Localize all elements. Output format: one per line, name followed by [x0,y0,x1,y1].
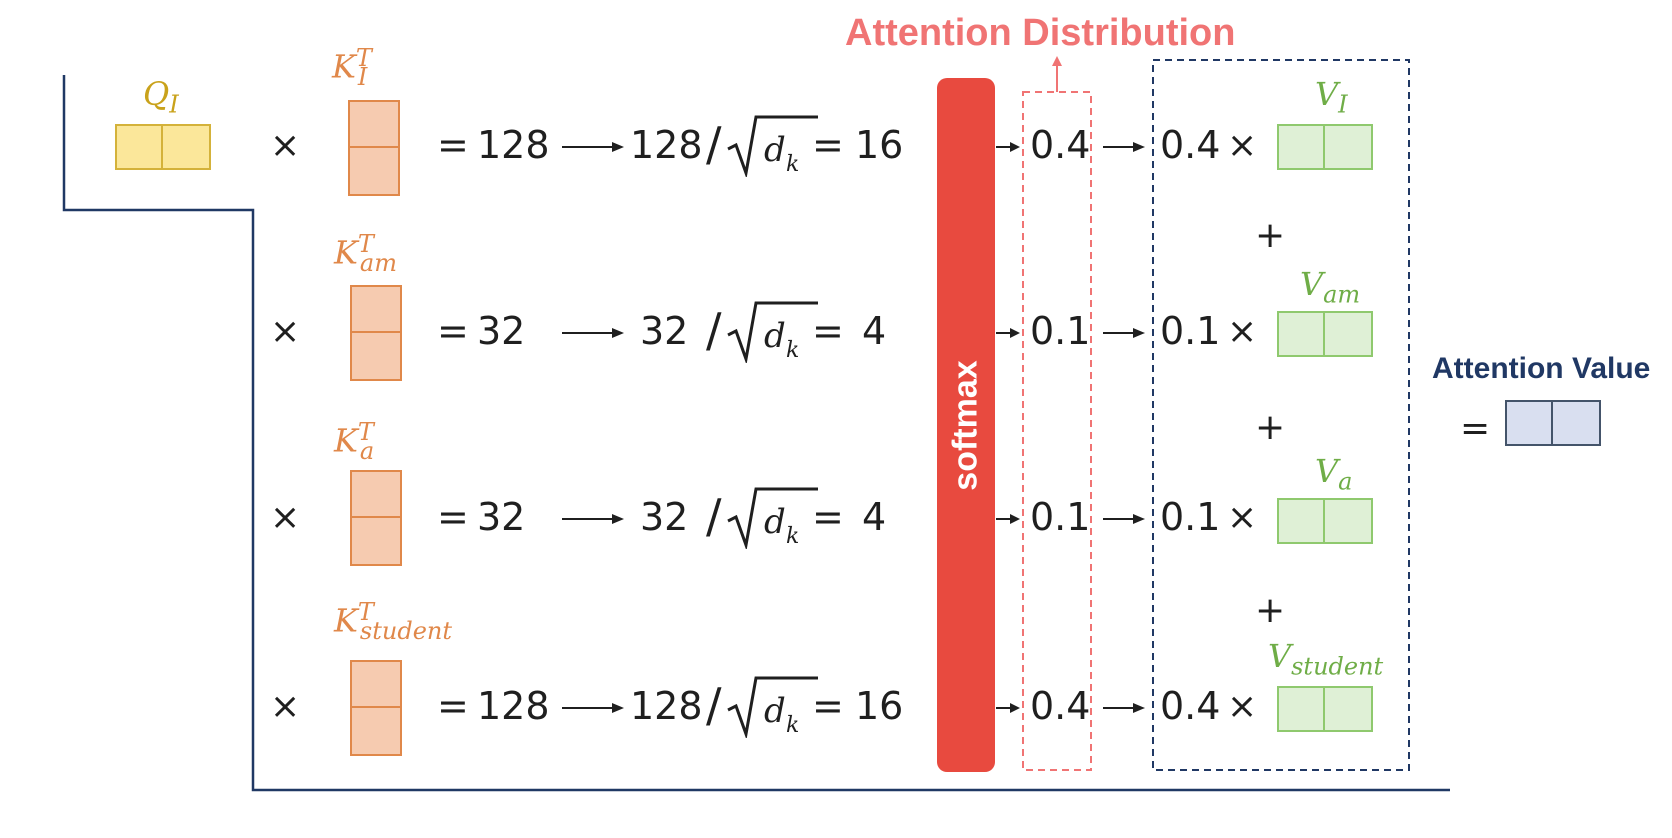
arrow-icon [562,328,624,338]
multiply-sign: × [1227,497,1258,538]
dot-product-score: 32 [477,495,526,539]
multiply-sign: × [1227,686,1258,727]
value-label: Va [1315,452,1353,496]
equals-sign: = [812,123,844,167]
scaled-score: 4 [862,309,887,353]
equals-sign: = [437,123,469,167]
multiply-sign: × [1227,311,1258,352]
value-vector [1277,124,1373,170]
value-vector [1277,686,1373,732]
query-label: QI [143,75,179,119]
arrow-icon [562,703,624,713]
multiply-sign: × [270,125,301,166]
attention-value-title: Attention Value [1432,352,1651,385]
value-label: VI [1315,75,1348,119]
softmax-probability: 0.4 [1030,684,1091,728]
svg-text:d: d [764,502,786,542]
svg-text:k: k [786,713,799,738]
sqrt-dk-symbol: d k [727,301,818,363]
query-vector [115,124,211,170]
arrow-icon [996,703,1020,713]
svg-text:d: d [764,130,786,170]
value-vector [1277,498,1373,544]
arrow-icon [1103,142,1145,152]
dot-product-score: 32 [477,309,526,353]
sqrt-dk-symbol: d k [727,676,818,738]
multiply-sign: × [270,686,301,727]
result-equals: = [1460,408,1491,449]
softmax-label: softmax [946,359,985,491]
value-box [1152,59,1410,771]
divide-sign: / [706,678,722,732]
distribution-box [1022,91,1092,771]
divide-sign: / [706,117,722,171]
svg-text:k: k [786,524,799,549]
equals-sign: = [812,684,844,728]
weight: 0.1 [1160,309,1221,353]
svg-text:k: k [786,338,799,363]
arrow-icon [1103,703,1145,713]
equals-sign: = [437,684,469,728]
arrow-icon [1103,328,1145,338]
svg-text:d: d [764,691,786,731]
equals-sign: = [437,309,469,353]
plus-sign: + [1255,215,1286,256]
scaled-numerator: 128 [630,123,703,167]
key-vector [350,285,402,381]
divide-sign: / [706,303,722,357]
softmax-probability: 0.1 [1030,309,1091,353]
softmax-bar [937,78,995,772]
arrow-icon [562,142,624,152]
equals-sign: = [812,495,844,539]
dot-product-score: 128 [477,684,550,728]
arrow-icon [996,514,1020,524]
scaled-score: 4 [862,495,887,539]
multiply-sign: × [270,311,301,352]
weight: 0.4 [1160,684,1221,728]
key-label: KTstudent [334,598,453,646]
weight: 0.4 [1160,123,1221,167]
dot-product-score: 128 [477,123,550,167]
svg-text:d: d [764,316,786,356]
value-vector [1277,311,1373,357]
key-vector [350,470,402,566]
arrow-icon [562,514,624,524]
key-vector [350,660,402,756]
scaled-numerator: 32 [640,309,689,353]
attention-distribution-title: Attention Distribution [845,12,1236,54]
attention-value-vector [1505,400,1601,446]
equals-sign: = [437,495,469,539]
key-label: KTI [332,44,372,92]
arrow-icon [996,328,1020,338]
scaled-score: 16 [855,684,904,728]
key-label: KTa [334,418,375,466]
softmax-probability: 0.4 [1030,123,1091,167]
scaled-score: 16 [855,123,904,167]
divide-sign: / [706,489,722,543]
sqrt-dk-symbol: d k [727,487,818,549]
scaled-numerator: 32 [640,495,689,539]
weight: 0.1 [1160,495,1221,539]
sqrt-dk-symbol: d k [727,115,818,177]
value-label: Vstudent [1268,637,1384,681]
plus-sign: + [1255,407,1286,448]
softmax-probability: 0.1 [1030,495,1091,539]
scaled-numerator: 128 [630,684,703,728]
value-label: Vam [1300,265,1361,309]
arrow-icon [996,142,1020,152]
key-vector [348,100,400,196]
svg-text:k: k [786,152,799,177]
key-label: KTam [334,230,397,278]
plus-sign: + [1255,590,1286,631]
equals-sign: = [812,309,844,353]
multiply-sign: × [270,497,301,538]
multiply-sign: × [1227,125,1258,166]
arrow-icon [1103,514,1145,524]
